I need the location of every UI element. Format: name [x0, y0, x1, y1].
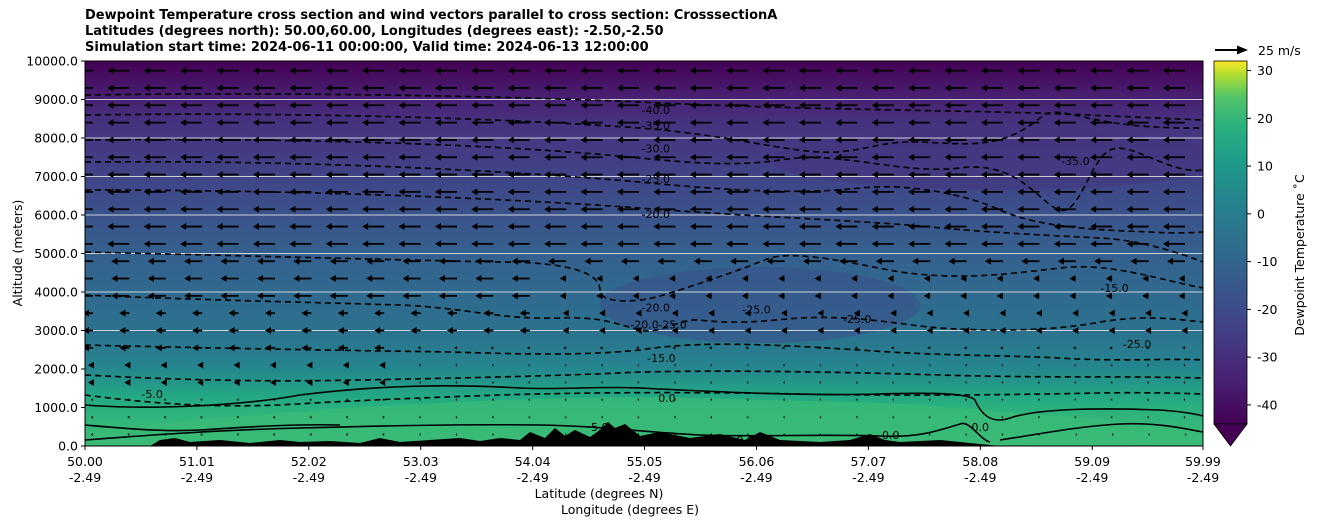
x-tick-label-latitude: 58.08 — [962, 454, 998, 469]
y-tick-label: 1000.0 — [34, 400, 78, 415]
wind-reference-label: 25 m/s — [1258, 43, 1301, 58]
wind-vector-head — [71, 223, 77, 230]
contour-label: -25.0 — [658, 319, 686, 332]
x-tick-label-latitude: 55.05 — [627, 454, 663, 469]
colorbar-tick-label: -30 — [1257, 350, 1277, 365]
x-tick-label-longitude: -2.49 — [1187, 470, 1219, 485]
x-tick-label-latitude: 51.01 — [179, 454, 215, 469]
contour-label: -35.0 — [1061, 155, 1089, 168]
contour-label: -35.0 — [642, 119, 670, 132]
contour-label: -25.0 — [1123, 338, 1151, 351]
contour-label: -25.0 — [742, 303, 770, 316]
y-tick-label: 8000.0 — [34, 131, 78, 146]
y-tick-label: 0.0 — [58, 439, 78, 454]
colorbar — [1214, 61, 1247, 424]
y-axis-label: Altitude (meters) — [10, 200, 25, 307]
colorbar-tick-label: 0 — [1257, 206, 1265, 221]
contour-label: -15.0 — [1100, 282, 1128, 295]
y-tick-label: 5000.0 — [34, 246, 78, 261]
wind-vector-head — [71, 154, 77, 161]
x-tick-label-longitude: -2.49 — [740, 470, 772, 485]
x-tick-label-latitude: 52.02 — [291, 454, 327, 469]
x-tick-label-longitude: -2.49 — [181, 470, 213, 485]
x-tick-label-longitude: -2.49 — [852, 470, 884, 485]
colorbar-tick-label: -10 — [1257, 254, 1277, 269]
contour-label: -20.0 — [642, 208, 670, 221]
colorbar-tick-label: -20 — [1257, 302, 1277, 317]
y-tick-label: 10000.0 — [26, 54, 78, 69]
contour-label: -30.0 — [642, 142, 670, 155]
contour-label: -20.0 — [630, 319, 658, 332]
y-tick-label: 2000.0 — [34, 362, 78, 377]
wind-vector-head — [71, 84, 77, 91]
colorbar-ticks: -40 -30 -20 -10 0 10 20 30 — [1247, 63, 1277, 412]
wind-reference-arrow — [1215, 46, 1248, 55]
y-tick-label: 9000.0 — [34, 92, 78, 107]
contour-label: -25.0 — [642, 173, 670, 186]
contour-label: 0.0 — [737, 434, 755, 447]
colorbar-tick-label: 30 — [1257, 63, 1273, 78]
contour-label: 5.0 — [591, 421, 609, 434]
y-axis: 0.0 1000.0 2000.0 3000.0 4000.0 5000.0 6000.0 7… — [26, 54, 85, 454]
contour-label: 0.0 — [972, 421, 990, 434]
x-tick-label-latitude: 50.00 — [67, 454, 103, 469]
x-tick-label-longitude: -2.49 — [293, 470, 325, 485]
x-tick-label-latitude: 53.03 — [403, 454, 439, 469]
x-tick-label-longitude: -2.49 — [1076, 470, 1108, 485]
y-tick-label: 4000.0 — [34, 285, 78, 300]
y-tick-label: 3000.0 — [34, 323, 78, 338]
contour-label: 0.0 — [658, 392, 676, 405]
wind-vector-head — [71, 119, 77, 126]
wind-vector-head — [75, 275, 81, 282]
contour-label: 0.0 — [882, 429, 900, 442]
x-axis-label-latitude: Latitude (degrees N) — [535, 486, 664, 501]
contour-label: -40.0 — [642, 104, 670, 117]
x-tick-label-longitude: -2.49 — [628, 470, 660, 485]
colorbar-extend-min — [1214, 424, 1247, 446]
colorbar-label: Dewpoint Temperature ˚C — [1292, 174, 1307, 336]
colorbar-tick-label: 10 — [1257, 159, 1273, 174]
x-tick-label-latitude: 54.04 — [515, 454, 551, 469]
x-tick-label-longitude: -2.49 — [964, 470, 996, 485]
x-tick-label-longitude: -2.49 — [516, 470, 548, 485]
contour-label: -15.0 — [647, 352, 675, 365]
contour-label: -25.0 — [843, 313, 871, 326]
colorbar-tick-label: 20 — [1257, 111, 1273, 126]
colorbar-tick-label: -40 — [1257, 397, 1277, 412]
contour-label: -20.0 — [642, 301, 670, 314]
x-tick-label-latitude: 59.09 — [1074, 454, 1110, 469]
x-tick-label-latitude: 59.99 — [1185, 454, 1221, 469]
x-tick-label-longitude: -2.49 — [405, 470, 437, 485]
x-axis: 50.00-2.4951.01-2.4952.02-2.4953.03-2.49… — [67, 446, 1221, 485]
x-tick-label-latitude: 56.06 — [739, 454, 775, 469]
y-tick-label: 6000.0 — [34, 208, 78, 223]
x-tick-label-longitude: -2.49 — [69, 470, 101, 485]
contour-label: -5.0 — [141, 388, 162, 401]
wind-vector-head — [71, 188, 77, 195]
y-tick-label: 7000.0 — [34, 169, 78, 184]
x-tick-label-latitude: 57.07 — [850, 454, 886, 469]
x-axis-label-longitude: Longitude (degrees E) — [561, 502, 699, 517]
